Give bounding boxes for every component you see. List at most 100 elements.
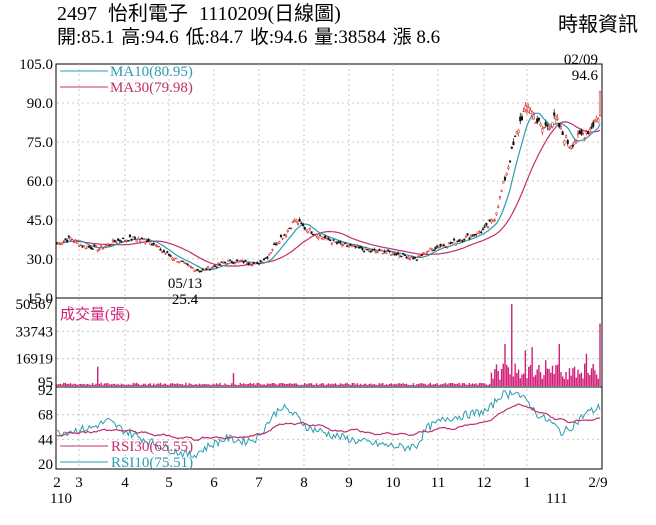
candle-body <box>74 239 77 242</box>
candle-body <box>101 248 104 250</box>
candle-body <box>549 126 552 128</box>
volume-bar <box>475 383 477 386</box>
volume-bar <box>88 384 90 386</box>
volume-bar <box>351 382 353 386</box>
ma10-line <box>56 112 601 271</box>
volume-bar <box>122 384 124 386</box>
candle-body <box>427 250 430 252</box>
volume-bar <box>159 382 162 386</box>
candle-body <box>337 241 340 243</box>
volume-bar <box>551 365 554 386</box>
volume-bar <box>237 385 240 386</box>
volume-bar <box>499 379 501 386</box>
candle-body <box>320 236 323 239</box>
volume-bar <box>546 368 549 386</box>
volume-bar <box>147 383 150 386</box>
candle-body <box>273 243 276 245</box>
volume-bar <box>195 383 197 386</box>
candle-body <box>378 249 381 251</box>
candle-body <box>318 234 322 236</box>
volume-bar <box>100 382 102 386</box>
price-tick-label: 30.0 <box>27 252 53 268</box>
candle-body <box>212 266 215 268</box>
volume-bar <box>115 384 118 386</box>
volume-bar <box>392 384 394 386</box>
volume-bar <box>163 383 165 386</box>
candle-body <box>174 257 177 260</box>
volume-bar <box>164 383 167 386</box>
volume-bar <box>81 384 84 386</box>
candle-body <box>369 250 372 253</box>
volume-bar <box>332 384 335 386</box>
candle-body <box>420 254 423 256</box>
candle-body <box>510 146 513 149</box>
volume-bar <box>473 384 476 386</box>
candle-body <box>257 263 260 265</box>
candle-body <box>84 247 87 250</box>
candle-body <box>66 240 69 242</box>
candle-body <box>149 242 152 245</box>
candle-body <box>227 260 230 262</box>
volume-bar <box>494 369 496 386</box>
volume-bar <box>215 383 218 386</box>
candle-body <box>96 249 99 252</box>
candle-body <box>218 263 221 265</box>
month-label: 1 <box>523 475 531 491</box>
candle-body <box>566 140 569 144</box>
candle-body <box>520 116 523 121</box>
candle-body <box>449 242 452 244</box>
volume-bar <box>293 383 296 386</box>
candle-body <box>587 131 590 135</box>
candle-body <box>573 141 576 145</box>
volume-bar <box>429 382 432 386</box>
volume-bar <box>132 382 135 386</box>
candle-body <box>332 239 335 241</box>
candle-body <box>307 231 310 234</box>
volume-bar <box>315 383 318 386</box>
volume-bar <box>86 383 89 386</box>
volume-bar <box>538 364 540 386</box>
candle-body <box>388 250 391 253</box>
candle-body <box>198 271 201 273</box>
volume-bar <box>283 383 286 386</box>
volume-bar <box>93 384 96 386</box>
volume-bar <box>541 378 544 386</box>
volume-bar <box>329 384 331 386</box>
candle-body <box>178 261 181 264</box>
candle-body <box>480 231 483 233</box>
candle-body <box>354 245 357 248</box>
candle-body <box>110 244 113 246</box>
volume-bar <box>234 384 236 386</box>
volume-bar <box>555 365 557 386</box>
volume-bar <box>130 384 133 386</box>
candle-body <box>220 261 223 263</box>
volume-bar <box>414 385 416 386</box>
candle-body <box>137 238 140 240</box>
price-summary: 開:85.1 高:94.6 低:84.7 收:94.6 量:38584 漲 8.… <box>57 27 442 49</box>
candle-body <box>261 261 264 264</box>
volume: 量:38584 <box>314 27 386 48</box>
candle-body <box>242 261 245 263</box>
candle-body <box>419 255 422 258</box>
candle-body <box>76 241 79 245</box>
candle-body <box>437 246 440 249</box>
volume-bar <box>509 374 511 386</box>
volume-bar <box>197 384 199 386</box>
volume-bar <box>217 384 219 386</box>
candle-body <box>595 117 598 120</box>
annotation-value: 25.4 <box>172 292 199 308</box>
volume-bar <box>507 367 510 386</box>
candle-body <box>89 247 92 250</box>
volume-bar <box>424 383 426 386</box>
candle-body <box>339 241 342 244</box>
volume-bar <box>433 384 435 386</box>
volume-bar <box>246 383 248 386</box>
volume-bar <box>531 347 533 386</box>
volume-bar <box>244 384 247 386</box>
volume-bar <box>567 379 569 386</box>
candle-body <box>563 140 566 145</box>
candle-body <box>166 251 169 253</box>
candle-body <box>64 238 67 241</box>
volume-bar <box>300 384 303 386</box>
volume-bars <box>56 304 601 386</box>
